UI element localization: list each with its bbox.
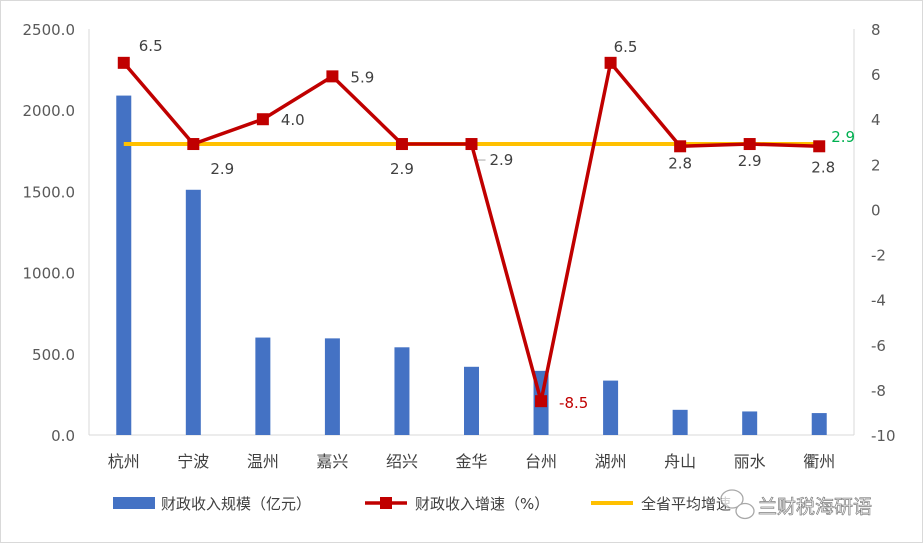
growth-marker	[535, 395, 548, 408]
data-labels: 6.5 2.9 4.0 5.9 2.9 2.9 -8.5 6.5 2.8 2.9 2.8 2.9	[139, 37, 855, 412]
growth-marker	[743, 138, 756, 151]
wechat-bubble-large	[720, 489, 744, 509]
category-label: 丽水	[734, 452, 766, 471]
right-tick-label: 2	[871, 156, 881, 174]
growth-data-label: -8.5	[559, 394, 588, 412]
bar	[603, 380, 619, 435]
left-tick-label: 2000.0	[23, 102, 76, 120]
category-label: 嘉兴	[316, 452, 348, 471]
growth-marker	[604, 56, 617, 69]
left-tick-label: 0.0	[51, 427, 75, 445]
growth-marker	[813, 140, 826, 153]
bar	[811, 413, 827, 435]
average-end-label: 2.9	[831, 128, 855, 146]
legend: 财政收入规模（亿元） 财政收入增速（%） 全省平均增速	[113, 495, 731, 513]
right-tick-label: -2	[871, 247, 886, 265]
watermark-text: 兰财税海研语	[758, 496, 872, 518]
growth-marker	[674, 140, 687, 153]
growth-data-label: 2.9	[738, 152, 762, 170]
growth-data-label: 2.9	[490, 151, 514, 169]
growth-data-label: 6.5	[139, 37, 163, 55]
growth-line	[122, 61, 820, 403]
category-label: 衢州	[803, 452, 835, 471]
growth-data-label: 5.9	[350, 68, 374, 86]
right-tick-label: 6	[871, 66, 881, 84]
category-label: 金华	[455, 452, 487, 471]
category-label: 温州	[247, 452, 279, 471]
growth-data-label: 4.0	[281, 111, 305, 129]
growth-line-series	[117, 56, 826, 408]
growth-data-label: 6.5	[614, 38, 638, 56]
right-tick-label: -8	[871, 382, 886, 400]
bar	[464, 366, 479, 435]
category-label: 台州	[525, 452, 557, 471]
right-tick-label: -4	[871, 292, 886, 310]
category-label: 杭州	[108, 452, 140, 471]
watermark: 兰财税海研语	[720, 489, 872, 520]
category-label: 舟山	[664, 452, 696, 471]
left-tick-label: 1000.0	[23, 265, 76, 283]
category-label: 湖州	[595, 452, 627, 471]
legend-swatch-growth-marker	[380, 497, 392, 509]
legend-label-growth: 财政收入增速（%）	[415, 495, 549, 513]
legend-label-average: 全省平均增速	[641, 495, 731, 513]
growth-data-label: 2.9	[210, 160, 234, 178]
wechat-bubble-small	[735, 502, 755, 520]
right-tick-label: 4	[871, 111, 881, 129]
bar	[672, 409, 688, 435]
category-label: 绍兴	[386, 452, 418, 471]
growth-marker	[465, 138, 478, 151]
growth-marker	[256, 113, 269, 126]
category-label: 宁波	[177, 452, 209, 471]
legend-swatch-bar	[113, 497, 155, 509]
left-tick-label: 1500.0	[23, 183, 76, 201]
bar	[116, 95, 132, 436]
right-tick-label: 0	[871, 201, 881, 219]
right-tick-label: -10	[871, 427, 896, 445]
left-tick-label: 2500.0	[23, 21, 76, 39]
growth-data-label: 2.8	[668, 154, 692, 172]
growth-data-label: 2.8	[811, 158, 835, 176]
growth-marker	[187, 138, 200, 151]
right-tick-label: -6	[871, 337, 886, 355]
bar	[185, 189, 201, 435]
right-tick-label: 8	[871, 21, 881, 39]
growth-marker	[117, 56, 130, 69]
bar	[394, 347, 410, 435]
growth-marker	[395, 138, 408, 151]
growth-marker	[326, 70, 339, 83]
legend-label-bar: 财政收入规模（亿元）	[161, 495, 311, 513]
bar	[742, 411, 758, 435]
left-tick-label: 500.0	[32, 346, 75, 364]
growth-data-label: 2.9	[390, 160, 414, 178]
bar	[255, 337, 271, 435]
bar	[324, 338, 340, 435]
wechat-icon	[720, 489, 755, 520]
axes: 0.0 500.0 1000.0 1500.0 2000.0 2500.0 -10 -8 -6 -…	[23, 21, 896, 471]
